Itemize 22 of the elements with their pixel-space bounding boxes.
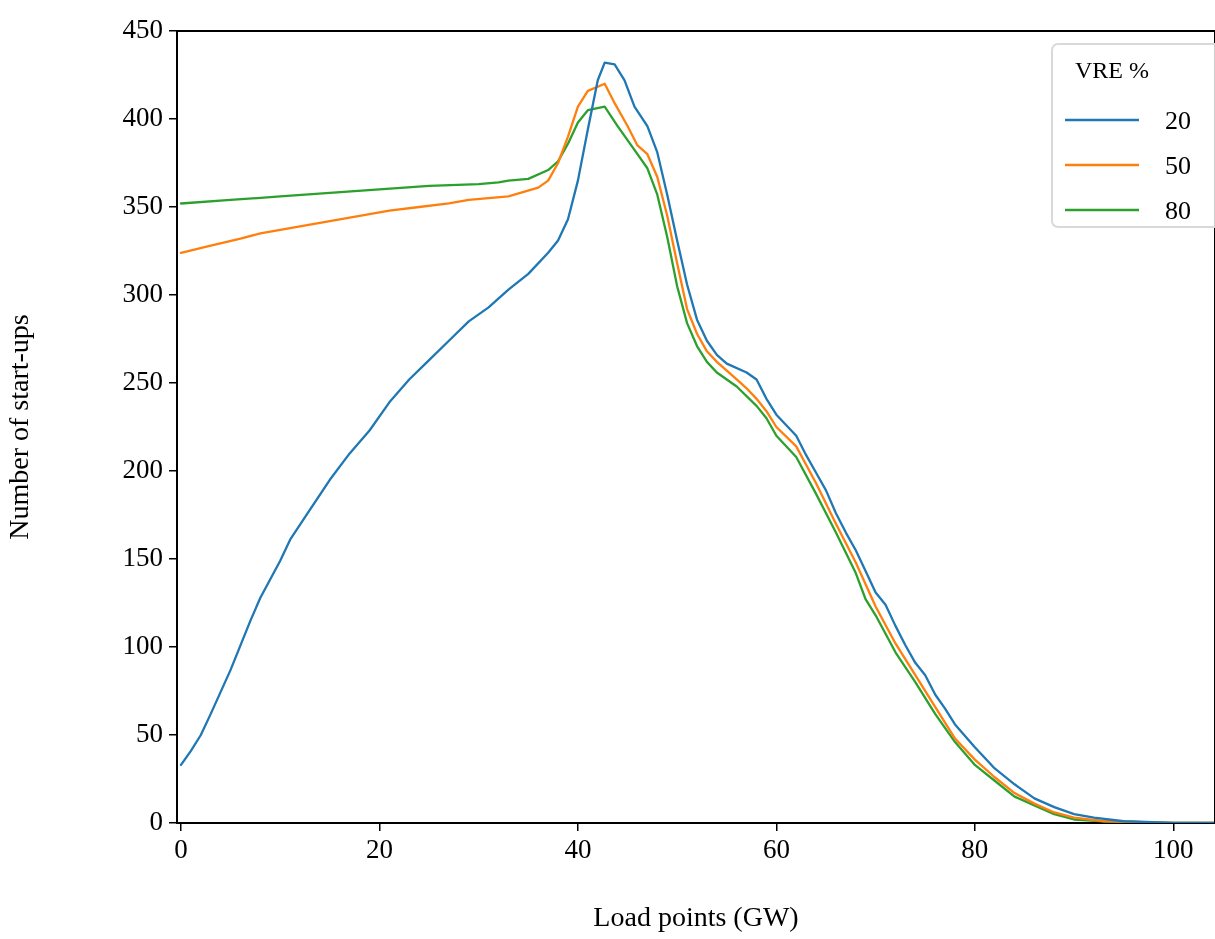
y-tick-label: 350 <box>122 190 163 221</box>
y-axis-title: Number of start-ups <box>3 314 35 540</box>
x-tick-label: 20 <box>365 834 393 865</box>
y-tick-label: 200 <box>122 454 163 485</box>
x-tick-label: 100 <box>1153 834 1194 865</box>
legend-label: 50 <box>1165 150 1191 180</box>
y-tick-label: 400 <box>122 102 163 133</box>
y-tick-label: 150 <box>122 542 163 573</box>
y-tick-label: 250 <box>122 366 163 397</box>
legend-label: 80 <box>1165 195 1191 225</box>
x-tick-label: 60 <box>762 834 790 865</box>
y-tick-label: 50 <box>136 718 163 749</box>
x-tick-label: 0 <box>174 834 188 865</box>
x-tick-label: 40 <box>564 834 592 865</box>
legend-title: VRE % <box>1075 57 1149 84</box>
y-tick-label: 300 <box>122 278 163 309</box>
y-tick-label: 0 <box>149 806 163 837</box>
x-tick-label: 80 <box>961 834 989 865</box>
x-axis-title: Load points (GW) <box>593 900 799 932</box>
y-tick-label: 450 <box>122 14 163 45</box>
y-tick-label: 100 <box>122 630 163 661</box>
legend-label: 20 <box>1165 105 1191 135</box>
